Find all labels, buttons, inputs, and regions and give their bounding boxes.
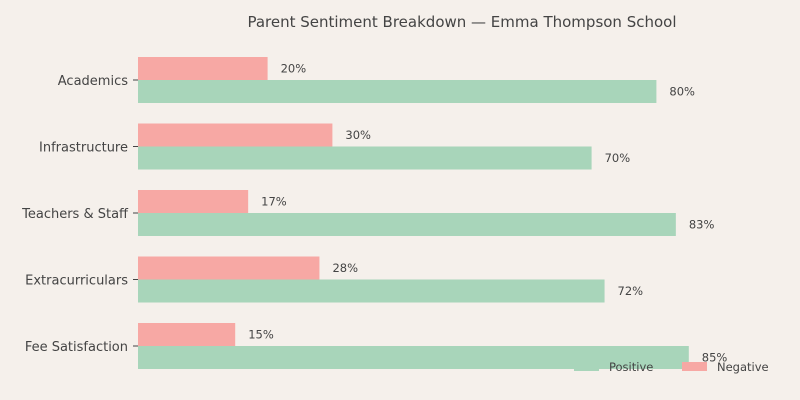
bar-positive-infrastructure <box>138 146 592 170</box>
legend-label-positive: Positive <box>609 360 653 374</box>
value-label-positive-infrastructure: 70% <box>605 151 631 165</box>
value-label-positive-academics: 80% <box>669 85 695 99</box>
tick-label-fee-satisfaction: Fee Satisfaction <box>25 340 128 355</box>
tick-label-extracurriculars: Extracurriculars <box>25 274 128 289</box>
bar-positive-academics <box>138 80 657 103</box>
bar-positive-teachers-and-staff <box>138 213 676 236</box>
bar-negative-fee-satisfaction <box>138 323 236 346</box>
legend: Positive Negative <box>574 360 769 374</box>
value-label-negative-teachers-and-staff: 17% <box>261 195 287 209</box>
tick-label-teachers-and-staff: Teachers & Staff <box>21 207 129 222</box>
tick-label-infrastructure: Infrastructure <box>39 141 128 156</box>
value-label-positive-fee-satisfaction: 85% <box>702 351 728 365</box>
legend-label-negative: Negative <box>717 360 769 374</box>
legend-swatch-positive <box>574 362 599 371</box>
bar-positive-extracurriculars <box>138 279 605 303</box>
bar-positive-fee-satisfaction <box>138 346 689 369</box>
bar-negative-teachers-and-staff <box>138 190 249 213</box>
bar-negative-infrastructure <box>138 123 333 147</box>
value-label-negative-extracurriculars: 28% <box>332 261 358 275</box>
tick-label-academics: Academics <box>58 74 128 89</box>
value-label-negative-fee-satisfaction: 15% <box>248 328 274 342</box>
chart-title: Parent Sentiment Breakdown — Emma Thomps… <box>247 13 676 31</box>
category-axis: Academics Infrastructure Teachers & Staff E… <box>21 74 138 355</box>
value-label-negative-academics: 20% <box>281 62 307 76</box>
bar-negative-academics <box>138 57 268 80</box>
value-label-positive-extracurriculars: 72% <box>618 284 644 298</box>
bar-negative-extracurriculars <box>138 256 320 280</box>
value-label-negative-infrastructure: 30% <box>345 128 371 142</box>
value-label-positive-teachers-and-staff: 83% <box>689 218 715 232</box>
legend-swatch-negative <box>682 362 707 371</box>
bars-area: 20% 80% 30% 70% 17% 83% 28% 72% 15% 85% <box>138 57 727 369</box>
